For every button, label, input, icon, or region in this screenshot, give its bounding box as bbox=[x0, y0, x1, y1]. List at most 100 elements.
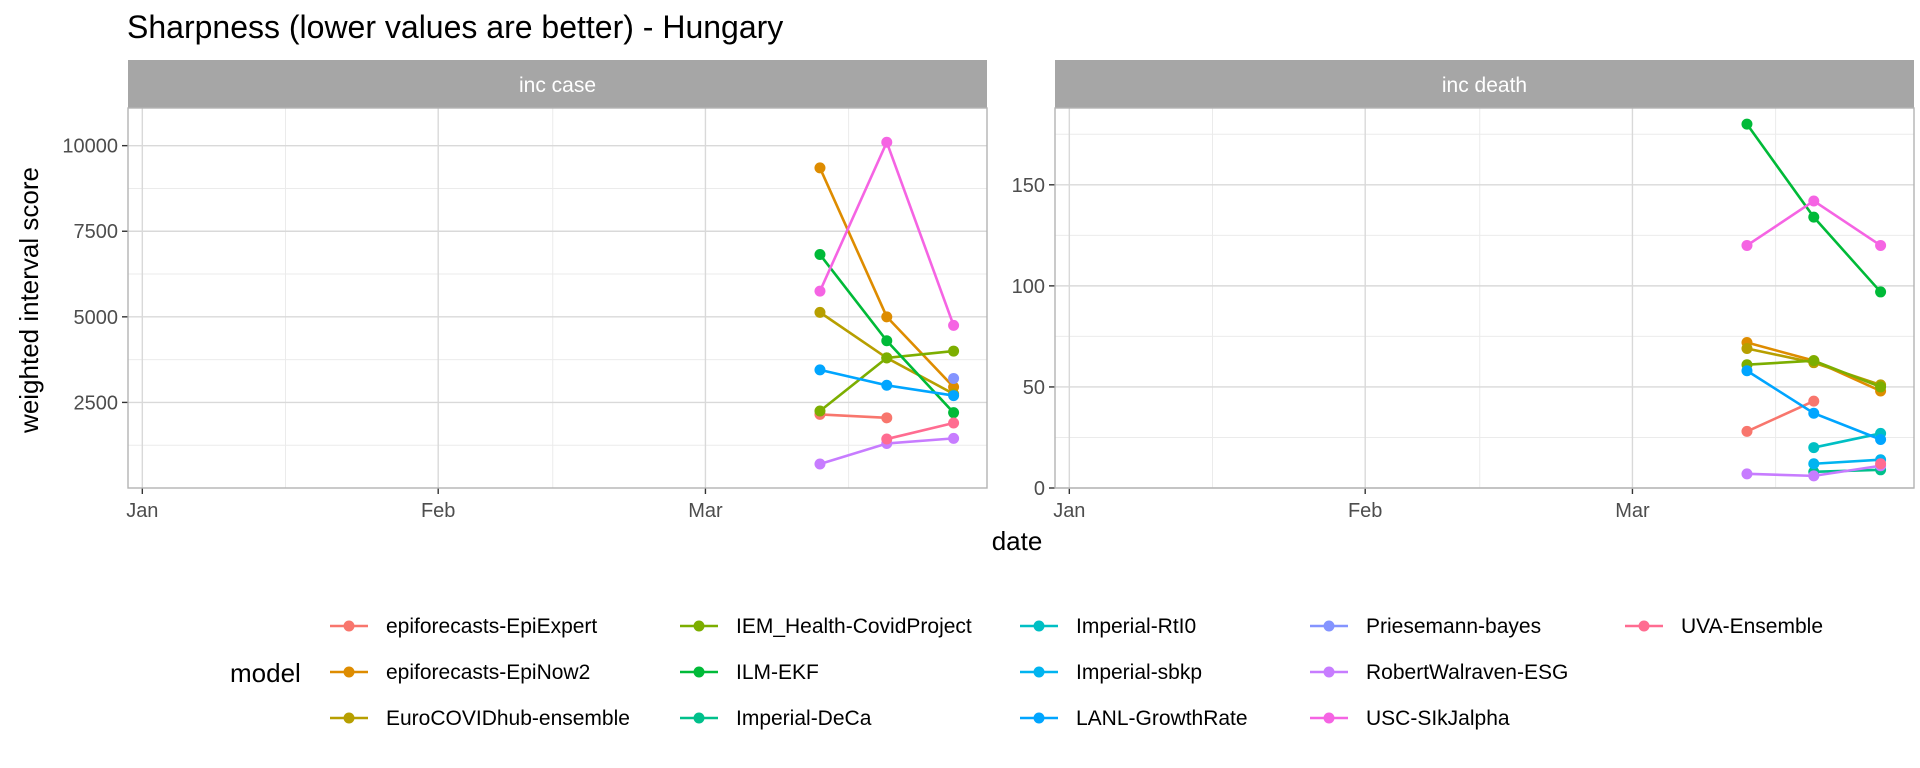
x-axis-label: date bbox=[992, 526, 1043, 556]
legend-label: Imperial-sbkp bbox=[1076, 661, 1202, 684]
data-point bbox=[1808, 395, 1820, 407]
data-point bbox=[881, 335, 893, 347]
legend-item: Imperial-DeCa bbox=[680, 707, 872, 730]
data-point bbox=[814, 458, 826, 470]
series-IEM_Health-CovidProject bbox=[1741, 355, 1887, 393]
plot-area bbox=[128, 108, 987, 488]
data-point bbox=[1808, 442, 1820, 454]
data-point bbox=[1741, 365, 1753, 377]
legend-label: Priesemann-bayes bbox=[1366, 615, 1541, 638]
data-point bbox=[948, 372, 960, 384]
legend-label: Imperial-DeCa bbox=[736, 707, 872, 730]
y-tick-label: 100 bbox=[1012, 276, 1045, 298]
facet-strip-label: inc case bbox=[519, 74, 596, 97]
data-point bbox=[1741, 343, 1753, 355]
data-point bbox=[1741, 239, 1753, 251]
legend-label: EuroCOVIDhub-ensemble bbox=[386, 707, 630, 730]
y-tick-label: 7500 bbox=[74, 221, 119, 243]
data-point bbox=[948, 417, 960, 429]
legend-item: Imperial-sbkp bbox=[1020, 661, 1202, 684]
y-tick-label: 0 bbox=[1034, 478, 1045, 500]
series-line bbox=[886, 421, 954, 441]
panel-inc-death: inc death Jan Feb Mar 0 50 100 150 bbox=[1012, 60, 1915, 522]
data-point bbox=[1741, 468, 1753, 480]
series-UVA-Ensemble bbox=[881, 417, 960, 445]
legend-item: LANL-GrowthRate bbox=[1020, 707, 1248, 730]
facet-strip-label: inc death bbox=[1442, 74, 1527, 97]
legend-label: USC-SIkJalpha bbox=[1366, 707, 1510, 730]
data-point bbox=[1875, 458, 1887, 470]
x-tick-label: Feb bbox=[421, 500, 455, 522]
data-point bbox=[1808, 470, 1820, 482]
legend-label: epiforecasts-EpiNow2 bbox=[386, 661, 590, 684]
series-Priesemann-bayes bbox=[948, 372, 960, 384]
data-point bbox=[814, 405, 826, 417]
series-line bbox=[819, 413, 887, 420]
data-point bbox=[1808, 355, 1820, 367]
data-point bbox=[881, 352, 893, 364]
data-point bbox=[1808, 211, 1820, 223]
series-USC-SIkJalpha bbox=[814, 136, 960, 331]
data-point bbox=[814, 306, 826, 318]
series-ILM-EKF bbox=[1741, 118, 1887, 298]
panel-inc-case: inc case Jan Feb Mar 2500 5000 7500 10000 bbox=[62, 60, 988, 522]
legend-item: Priesemann-bayes bbox=[1310, 615, 1541, 638]
legend-item: EuroCOVIDhub-ensemble bbox=[330, 707, 630, 730]
legend-title: model bbox=[230, 658, 301, 688]
x-tick-label: Jan bbox=[126, 500, 158, 522]
legend-key-point bbox=[343, 666, 355, 678]
y-axis-label: weighted interval score bbox=[14, 167, 44, 434]
chart-title: Sharpness (lower values are better) - Hu… bbox=[127, 9, 783, 45]
legend-item: IEM_Health-CovidProject bbox=[680, 615, 972, 638]
data-point bbox=[948, 319, 960, 331]
series-ILM-EKF bbox=[814, 249, 960, 419]
y-tick-label: 150 bbox=[1012, 175, 1045, 197]
x-tick-label: Mar bbox=[1615, 500, 1650, 522]
legend-key-point bbox=[693, 666, 705, 678]
legend-item: epiforecasts-EpiNow2 bbox=[330, 661, 590, 684]
data-point bbox=[948, 407, 960, 419]
data-point bbox=[948, 345, 960, 357]
legend-label: IEM_Health-CovidProject bbox=[736, 615, 972, 638]
data-point bbox=[881, 311, 893, 323]
data-point bbox=[1808, 407, 1820, 419]
legend-item: RobertWalraven-ESG bbox=[1310, 661, 1568, 684]
facet-strip bbox=[128, 60, 987, 108]
legend-label: epiforecasts-EpiExpert bbox=[386, 615, 597, 638]
x-tick-label: Mar bbox=[688, 500, 723, 522]
x-tick-label: Feb bbox=[1348, 500, 1382, 522]
legend-item: epiforecasts-EpiExpert bbox=[330, 615, 597, 638]
data-point bbox=[814, 249, 826, 261]
data-point bbox=[881, 379, 893, 391]
legend-label: ILM-EKF bbox=[736, 661, 819, 684]
legend-label: LANL-GrowthRate bbox=[1076, 707, 1248, 730]
legend: model epiforecasts-EpiExpert epiforecasts… bbox=[230, 615, 1823, 730]
legend-key-point bbox=[1323, 712, 1335, 724]
series-line bbox=[1813, 458, 1881, 466]
data-point bbox=[1808, 458, 1820, 470]
legend-key-point bbox=[1638, 620, 1650, 632]
data-point bbox=[1875, 239, 1887, 251]
data-point bbox=[814, 364, 826, 376]
legend-label: RobertWalraven-ESG bbox=[1366, 661, 1568, 684]
legend-key-point bbox=[343, 620, 355, 632]
series-LANL-GrowthRate bbox=[814, 364, 960, 402]
facet-panels: inc case Jan Feb Mar 2500 5000 7500 10000 inc de… bbox=[62, 60, 1915, 522]
legend-key-point bbox=[1323, 666, 1335, 678]
data-point bbox=[1741, 425, 1753, 437]
data-point bbox=[1875, 433, 1887, 445]
data-point bbox=[948, 432, 960, 444]
legend-key-point bbox=[1033, 666, 1045, 678]
y-tick-label: 10000 bbox=[62, 136, 118, 158]
y-tick-label: 50 bbox=[1023, 377, 1045, 399]
series-UVA-Ensemble bbox=[1875, 458, 1887, 470]
y-tick-label: 2500 bbox=[74, 392, 119, 414]
legend-item: USC-SIkJalpha bbox=[1310, 707, 1510, 730]
plot-area bbox=[1055, 108, 1914, 488]
legend-key-point bbox=[343, 712, 355, 724]
legend-key-point bbox=[693, 620, 705, 632]
data-point bbox=[814, 285, 826, 297]
data-point bbox=[881, 412, 893, 424]
series-USC-SIkJalpha bbox=[1741, 195, 1887, 251]
series-LANL-GrowthRate bbox=[1741, 365, 1887, 445]
